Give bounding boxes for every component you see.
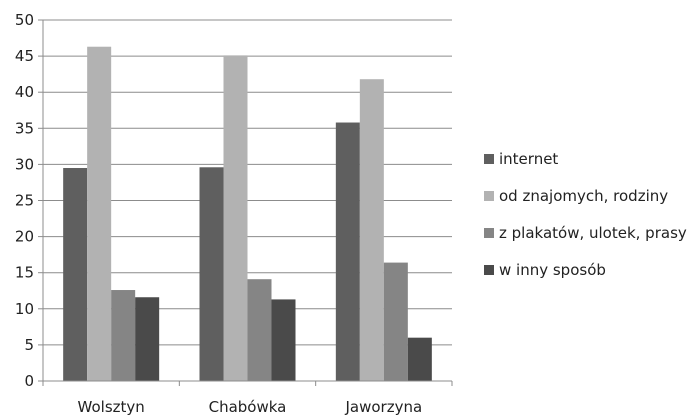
bar-internet-2 <box>335 122 360 382</box>
y-tick-label: 50 <box>15 11 34 29</box>
legend: internet od znajomych, rodziny z plakatów,… <box>484 150 687 279</box>
y-tick-label: 25 <box>15 192 34 210</box>
legend-swatch <box>484 228 494 238</box>
y-tick-label: 30 <box>15 155 34 173</box>
bars <box>63 46 432 382</box>
bar-od-znajomych-rodziny-1 <box>223 55 248 382</box>
x-tick-label: Chabówka <box>209 398 287 416</box>
y-tick-label: 15 <box>15 264 34 282</box>
y-tick-label: 35 <box>15 119 34 137</box>
bar-w-inny-spos-b-1 <box>271 299 296 381</box>
bar-od-znajomych-rodziny-0 <box>87 46 112 382</box>
y-tick-label: 40 <box>15 83 34 101</box>
legend-label: w inny sposób <box>499 261 606 279</box>
bar-w-inny-spos-b-0 <box>135 297 160 381</box>
axes: 0 5 10 15 20 25 30 35 40 45 50 Wolsztyn Chabówka Jawo… <box>15 11 453 416</box>
x-tick-label: Wolsztyn <box>78 398 145 416</box>
legend-swatch <box>484 154 494 164</box>
y-tick-label: 5 <box>24 336 34 354</box>
y-tick-label: 0 <box>24 372 34 390</box>
bar-z-plakat-w-ulotek-prasy-2 <box>383 262 408 381</box>
bar-z-plakat-w-ulotek-prasy-1 <box>247 279 272 381</box>
x-tick-label: Jaworzyna <box>344 398 422 416</box>
y-tick-label: 20 <box>15 228 34 246</box>
bar-w-inny-spos-b-2 <box>407 337 432 381</box>
y-tick-label: 10 <box>15 300 34 318</box>
legend-label: internet <box>499 150 558 168</box>
bar-od-znajomych-rodziny-2 <box>359 79 384 381</box>
legend-label: od znajomych, rodziny <box>499 187 668 205</box>
y-tick-label: 45 <box>15 47 34 65</box>
legend-swatch <box>484 265 494 275</box>
legend-swatch <box>484 191 494 201</box>
bar-internet-0 <box>63 168 88 381</box>
bar-z-plakat-w-ulotek-prasy-0 <box>111 290 136 381</box>
legend-label: z plakatów, ulotek, prasy <box>499 224 687 242</box>
bar-internet-1 <box>199 167 224 381</box>
